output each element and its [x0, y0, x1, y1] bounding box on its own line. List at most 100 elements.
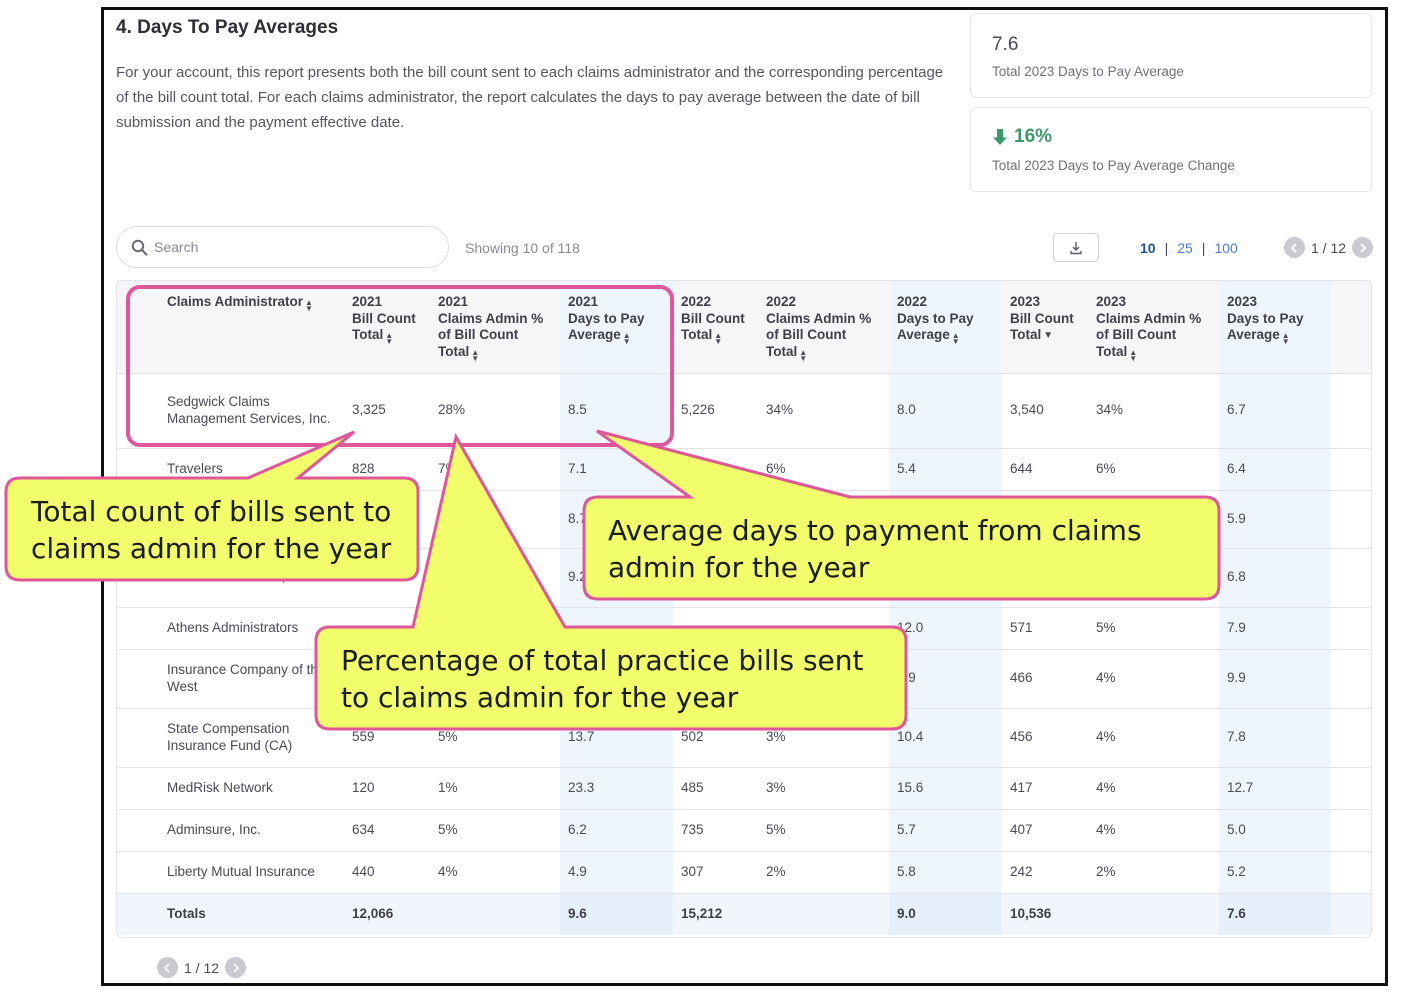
- table-cell: [430, 548, 560, 608]
- search-input[interactable]: [154, 236, 434, 258]
- cell-claims-administrator: Travelers: [117, 448, 344, 491]
- table-cell: 7.8: [1219, 708, 1331, 768]
- header-text: Claims Administrator: [167, 294, 304, 309]
- header-text: 2022: [897, 294, 928, 309]
- callout-days-text: Average days to payment from claims admi…: [608, 514, 1142, 584]
- section-title: 4. Days To Pay Averages: [116, 17, 339, 38]
- sort-icon[interactable]: ▲ ▼: [714, 331, 723, 346]
- sort-icon[interactable]: ▲ ▼: [1129, 347, 1138, 363]
- table-cell: 456: [1002, 708, 1088, 768]
- stat-card-days-average: 7.6 Total 2023 Days to Pay Average: [970, 13, 1372, 98]
- header-text: 2023: [1227, 294, 1258, 309]
- table-cell: 4%: [430, 851, 560, 894]
- section-description: For your account, this report presents b…: [116, 64, 944, 131]
- stat-change-value: 16%: [1014, 126, 1053, 147]
- chevron-left-icon: [163, 962, 170, 973]
- table-cell: 5.7: [889, 809, 1002, 852]
- table-cell: 10.4: [889, 708, 1002, 768]
- column-header[interactable]: 2022 Days to Pay Average ▲ ▼: [889, 281, 1002, 374]
- pagination-bottom: 1 / 12: [157, 957, 247, 978]
- header-text: 2022: [681, 294, 712, 309]
- sort-icon[interactable]: ▲ ▼: [385, 331, 394, 346]
- table-cell: 5%: [430, 809, 560, 852]
- page-size-option[interactable]: 10: [1140, 240, 1156, 256]
- totals-row: Totals 12,066 9.6 15,212 9.0 10,536 7.6: [117, 893, 1371, 935]
- column-header[interactable]: 2023 Bill Count Total ▼: [1002, 281, 1088, 374]
- table-cell: 4%: [1088, 708, 1219, 768]
- table-cell: 10,536: [1002, 893, 1088, 935]
- table-cell: [673, 448, 758, 491]
- prev-page-button[interactable]: [1284, 237, 1305, 258]
- header-text: Total: [438, 343, 470, 359]
- header-text: Average: [568, 327, 621, 342]
- next-page-button[interactable]: [225, 957, 247, 978]
- column-header[interactable]: 2023 Claims Admin % of Bill Count Total ▲ ▼: [1088, 281, 1219, 374]
- column-header[interactable]: 2021 Bill Count Total ▲ ▼: [344, 281, 430, 374]
- table-cell: 9.9: [889, 649, 1002, 709]
- table-cell: 3%: [758, 708, 889, 768]
- table-cell: 8.5: [560, 373, 673, 449]
- search-box[interactable]: [116, 226, 449, 268]
- table-cell: 5,226: [673, 373, 758, 449]
- table-cell: 559: [344, 708, 430, 768]
- table-cell: 4%: [1088, 809, 1219, 852]
- table-cell: 23.3: [560, 767, 673, 810]
- column-header[interactable]: 2021 Claims Admin % of Bill Count Total ▲ ▼: [430, 281, 560, 374]
- separator: |: [1201, 240, 1206, 256]
- table-cell: 1%: [430, 767, 560, 810]
- table-cell: 5.9: [1219, 490, 1331, 549]
- column-header[interactable]: Claims Administrator ▲ ▼: [117, 281, 344, 374]
- stat-label: Total 2023 Days to Pay Average: [992, 64, 1184, 79]
- sort-icon[interactable]: ▲ ▼: [1281, 331, 1290, 346]
- header-text: Bill Count: [681, 310, 745, 326]
- table-cell: 6.7: [1219, 373, 1331, 449]
- header-text: of Bill Count: [438, 327, 519, 342]
- data-table: Claims Administrator ▲ ▼ 2021 Bill Count Tota…: [117, 281, 1371, 935]
- cell-claims-administrator: Sedgwick Claims Management Services, Inc…: [117, 373, 344, 449]
- separator: |: [1164, 240, 1169, 256]
- table-cell-spacer: [1331, 809, 1371, 852]
- table-cell: 3,325: [344, 373, 430, 449]
- table-cell-spacer: [1331, 548, 1371, 608]
- page-size-option[interactable]: 100: [1214, 240, 1238, 256]
- header-text: Claims Admin %: [766, 310, 872, 326]
- sort-icon[interactable]: ▲ ▼: [799, 347, 808, 363]
- header-text: Bill Count: [1010, 310, 1074, 326]
- table-cell: 3,540: [1002, 373, 1088, 449]
- callout-bill-count-text: Total count of bills sent to claims admi…: [31, 495, 392, 565]
- page-size-selector: 10 | 25 | 100: [1140, 240, 1238, 256]
- sort-desc-icon[interactable]: ▼: [1043, 330, 1054, 341]
- sort-icon[interactable]: ▲ ▼: [951, 331, 960, 346]
- table-cell: [430, 490, 560, 549]
- cell-claims-administrator: MedRisk Network: [117, 767, 344, 810]
- download-icon: [1070, 241, 1082, 254]
- table-cell: [758, 893, 889, 935]
- table-cell: 7.9: [1219, 607, 1331, 650]
- sort-icon[interactable]: ▲ ▼: [471, 347, 480, 363]
- table-cell: 5%: [430, 708, 560, 768]
- prev-page-button[interactable]: [157, 957, 178, 978]
- table-cell: 4%: [1088, 767, 1219, 810]
- header-text: 2021: [568, 294, 599, 309]
- table-cell: 13.7: [560, 708, 673, 768]
- column-header[interactable]: 2022 Bill Count Total ▲ ▼: [673, 281, 758, 374]
- header-text: Total: [352, 327, 384, 342]
- sort-icon[interactable]: ▲ ▼: [305, 298, 313, 313]
- column-header[interactable]: 2021 Days to Pay Average ▲ ▼: [560, 281, 673, 374]
- next-page-button[interactable]: [1352, 237, 1374, 258]
- column-header[interactable]: 2023 Days to Pay Average ▲ ▼: [1219, 281, 1331, 374]
- cell-claims-administrator: Insurance Company of the West: [117, 649, 344, 709]
- page-size-option[interactable]: 25: [1177, 240, 1193, 256]
- column-header[interactable]: 2022 Claims Admin % of Bill Count Total ▲ ▼: [758, 281, 889, 374]
- table-cell: 571: [1002, 607, 1088, 650]
- table-cell: 6.4: [1219, 448, 1331, 491]
- download-button[interactable]: [1053, 233, 1099, 262]
- table-cell-spacer: [1331, 607, 1371, 650]
- table-cell: 2%: [1088, 851, 1219, 894]
- table-cell-spacer: [1331, 649, 1371, 709]
- sort-icon[interactable]: ▲ ▼: [622, 331, 631, 346]
- showing-count: Showing 10 of 118: [465, 240, 580, 256]
- table-cell: 4.9: [560, 851, 673, 894]
- table-cell: 5.8: [889, 851, 1002, 894]
- arrow-down-icon: [993, 129, 1007, 145]
